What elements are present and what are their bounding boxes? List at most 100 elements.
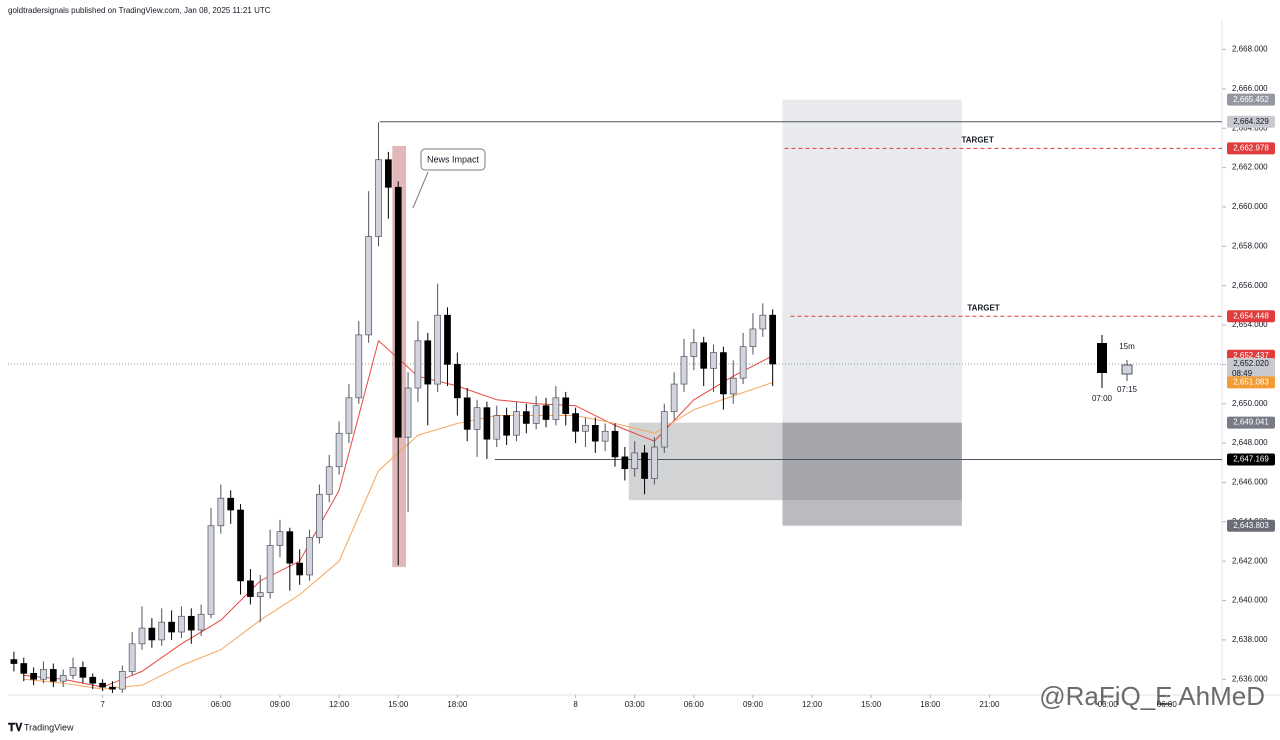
candle-body <box>237 509 244 582</box>
candle-body <box>552 397 560 420</box>
x-tick-label: 18:00 <box>447 700 468 709</box>
callout-box <box>420 148 486 171</box>
candle-body <box>335 432 343 468</box>
x-tick-label: 7 <box>100 700 105 709</box>
candle-body <box>473 407 481 430</box>
widget-candle <box>1121 364 1133 375</box>
candle-body <box>513 411 520 436</box>
candle-body <box>49 669 57 682</box>
news-callout: News Impact <box>412 148 486 209</box>
candle-body <box>601 430 609 442</box>
candle-body <box>286 531 294 564</box>
price-label <box>1227 310 1275 323</box>
candle-body <box>720 352 727 395</box>
candle-body <box>30 673 37 680</box>
y-tick-label: 2,648.000 <box>1232 438 1268 447</box>
candle-body <box>483 407 491 440</box>
candle-body <box>325 466 333 495</box>
candle-body <box>69 667 77 676</box>
candle-body <box>572 413 579 432</box>
candle-body <box>79 667 87 678</box>
price-label-text: 2,651.083 <box>1233 378 1269 387</box>
candle-body <box>493 415 501 440</box>
x-tick-label: 8 <box>573 700 578 709</box>
candle-body <box>227 497 235 511</box>
callout-text: News Impact <box>427 154 480 164</box>
chart-title: goldtradersignals published on TradingVi… <box>8 6 271 15</box>
candle-body <box>414 340 422 389</box>
x-tick-label: 18:00 <box>920 700 941 709</box>
candle-body <box>434 314 441 385</box>
candle-body <box>453 364 461 399</box>
candle-body <box>769 314 777 365</box>
level-text: TARGET <box>961 135 993 144</box>
watermark: @RaFiQ_E AhMeD <box>1039 681 1265 711</box>
candle-body <box>276 531 284 546</box>
candle-body <box>759 314 767 330</box>
candle-body <box>148 627 156 641</box>
price-label <box>1227 376 1275 389</box>
candle-body <box>10 659 18 664</box>
x-tick-label: 03:00 <box>1098 700 1119 709</box>
widget-interval: 15m <box>1119 342 1135 351</box>
y-tick-label: 2,642.000 <box>1232 556 1268 565</box>
price-label <box>1227 142 1275 155</box>
candle-body <box>355 334 363 399</box>
candle-body <box>197 613 205 631</box>
y-tick-label: 2,656.000 <box>1232 281 1268 290</box>
candle-body <box>207 525 215 615</box>
price-label <box>1227 115 1275 128</box>
candle-body <box>247 580 254 597</box>
candle-body <box>345 397 353 434</box>
x-tick-label: 12:00 <box>802 700 823 709</box>
candle-body <box>217 497 225 527</box>
x-tick-label: 21:00 <box>979 700 1000 709</box>
candle-body <box>690 342 698 357</box>
candle-body <box>710 352 717 369</box>
zone <box>782 422 962 526</box>
candle-body <box>739 346 747 379</box>
branding: TradingView <box>24 722 74 732</box>
y-tick-label: 2,668.000 <box>1232 45 1268 54</box>
y-tick-label: 2,664.000 <box>1232 123 1268 132</box>
candle-body <box>256 592 264 597</box>
candle-body <box>611 430 619 458</box>
x-tick-label: 09:00 <box>743 700 764 709</box>
x-tick-label: 03:00 <box>152 700 173 709</box>
price-label <box>1227 416 1275 429</box>
price-countdown: 08:49 <box>1232 369 1253 378</box>
price-label-text: 2,662.978 <box>1233 143 1269 152</box>
candle-body <box>424 340 432 385</box>
candle-body <box>385 159 392 188</box>
price-label-text: 2,665.452 <box>1233 95 1269 104</box>
candle-body <box>503 415 510 436</box>
price-label-text: 2,649.041 <box>1233 418 1269 427</box>
candle-body <box>641 452 648 479</box>
candle-body <box>128 643 136 672</box>
candle-body <box>660 411 668 448</box>
y-tick-label: 2,660.000 <box>1232 202 1268 211</box>
candle-body <box>444 314 451 365</box>
widget-candle <box>1097 343 1107 373</box>
y-tick-label: 2,658.000 <box>1232 241 1268 250</box>
interval-widget: 15m 07:00 07:15 <box>1092 335 1138 403</box>
price-label <box>1227 357 1275 380</box>
candle-body <box>178 615 185 633</box>
price-label-text: 2,654.448 <box>1233 311 1269 320</box>
candle-body <box>168 621 175 633</box>
candle-body <box>266 545 274 594</box>
widget-time: 07:00 <box>1092 394 1113 403</box>
candle-body <box>158 621 166 641</box>
callout-pointer <box>412 171 429 209</box>
candle-body <box>582 425 589 432</box>
candle-body <box>316 493 323 538</box>
y-tick-label: 2,666.000 <box>1232 84 1268 93</box>
x-tick-label: 06:00 <box>1157 700 1178 709</box>
candle-body <box>187 615 195 631</box>
candle-body <box>562 397 570 414</box>
level-text: TARGET <box>967 303 999 312</box>
footer: 𝐓𝐕 TradingView <box>8 722 74 734</box>
